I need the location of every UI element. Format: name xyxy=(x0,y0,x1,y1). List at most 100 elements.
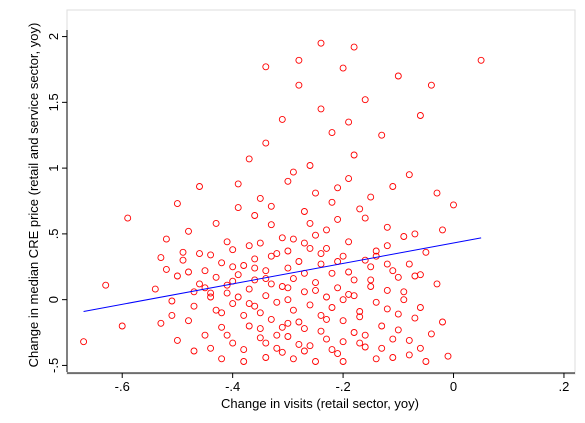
scatter-point xyxy=(118,322,126,330)
scatter-point xyxy=(477,56,485,64)
scatter-point xyxy=(334,350,342,358)
scatter-point xyxy=(256,194,264,202)
scatter-point xyxy=(306,342,314,350)
y-tick-label: 1.5 xyxy=(46,93,61,111)
scatter-point xyxy=(378,131,386,139)
scatter-point xyxy=(439,226,446,234)
scatter-point xyxy=(389,267,397,275)
scatter-point xyxy=(339,296,347,304)
scatter-point xyxy=(240,358,248,365)
y-tick-label: 0 xyxy=(46,296,61,303)
scatter-point xyxy=(168,311,176,319)
scatter-point xyxy=(218,323,226,331)
scatter-point xyxy=(151,285,159,293)
scatter-point xyxy=(300,239,308,247)
scatter-point xyxy=(383,260,391,268)
scatter-point xyxy=(411,314,419,322)
scatter-point xyxy=(433,280,441,288)
scatter-point xyxy=(372,298,380,306)
scatter-point xyxy=(367,276,375,284)
scatter-point xyxy=(350,276,358,284)
scatter-point xyxy=(339,64,347,72)
scatter-point xyxy=(289,168,297,176)
scatter-points xyxy=(80,39,485,365)
scatter-point xyxy=(361,331,369,339)
scatter-point xyxy=(405,171,413,179)
scatter-point xyxy=(328,129,336,137)
scatter-point xyxy=(185,268,192,276)
scatter-point xyxy=(168,297,176,305)
scatter-point xyxy=(185,317,192,325)
scatter-point xyxy=(356,308,364,315)
scatter-point xyxy=(372,355,380,363)
scatter-point xyxy=(356,339,364,347)
scatter-point xyxy=(350,43,358,51)
scatter-point xyxy=(267,315,275,323)
scatter-point xyxy=(295,81,303,89)
scatter-point xyxy=(229,263,237,271)
scatter-point xyxy=(207,293,215,301)
scatter-point xyxy=(267,252,275,260)
scatter-point xyxy=(323,315,330,323)
scatter-point xyxy=(400,233,408,240)
scatter-point xyxy=(300,325,308,333)
scatter-point xyxy=(361,96,369,104)
scatter-point xyxy=(234,180,242,188)
scatter-point xyxy=(300,208,308,215)
scatter-point xyxy=(245,285,253,293)
scatter-point xyxy=(339,252,347,260)
scatter-point xyxy=(196,280,203,288)
scatter-point xyxy=(345,118,353,126)
scatter-point xyxy=(284,177,292,185)
scatter-point xyxy=(383,286,391,294)
scatter-point xyxy=(234,204,242,212)
x-tick-label: -.4 xyxy=(225,379,240,394)
scatter-point xyxy=(317,327,325,335)
scatter-point xyxy=(256,325,264,333)
x-tick-label: -.6 xyxy=(115,379,130,394)
scatter-point xyxy=(273,298,281,306)
scatter-point xyxy=(378,322,386,330)
scatter-point xyxy=(334,215,342,223)
scatter-point xyxy=(196,183,203,190)
scatter-point xyxy=(102,281,110,289)
scatter-point xyxy=(422,358,430,365)
scatter-point xyxy=(439,318,446,326)
scatter-point xyxy=(306,244,314,252)
scatter-point xyxy=(207,344,215,352)
x-tick-label: 0 xyxy=(450,379,457,394)
scatter-point xyxy=(433,189,441,197)
scatter-point xyxy=(289,306,297,314)
scatter-point xyxy=(356,313,364,321)
scatter-point xyxy=(80,338,88,346)
scatter-point xyxy=(328,269,336,277)
scatter-point xyxy=(306,219,314,227)
scatter-point xyxy=(185,227,192,235)
scatter-point xyxy=(251,255,259,263)
scatter-point xyxy=(394,273,402,281)
scatter-point xyxy=(312,189,319,197)
scatter-point xyxy=(262,267,270,275)
scatter-point xyxy=(256,239,264,247)
scatter-point xyxy=(339,317,347,325)
scatter-point xyxy=(245,300,253,308)
scatter-point xyxy=(317,250,325,258)
scatter-point xyxy=(284,319,292,327)
scatter-point xyxy=(229,246,237,254)
scatter-point xyxy=(312,286,319,294)
scatter-point xyxy=(157,319,165,327)
scatter-point xyxy=(394,72,402,80)
scatter-point xyxy=(179,256,187,264)
scatter-point xyxy=(306,301,314,309)
scatter-point xyxy=(334,184,342,192)
scatter-point xyxy=(284,296,292,304)
scatter-point xyxy=(201,284,209,292)
scatter-point xyxy=(383,223,391,231)
scatter-point xyxy=(201,331,209,339)
scatter-point xyxy=(223,238,231,246)
scatter-point xyxy=(162,265,170,273)
x-axis-ticks: -.6 -.4 -.2 0 .2 xyxy=(115,373,569,394)
scatter-point xyxy=(262,354,270,361)
scatter-point xyxy=(361,343,369,351)
scatter-point xyxy=(173,200,181,208)
